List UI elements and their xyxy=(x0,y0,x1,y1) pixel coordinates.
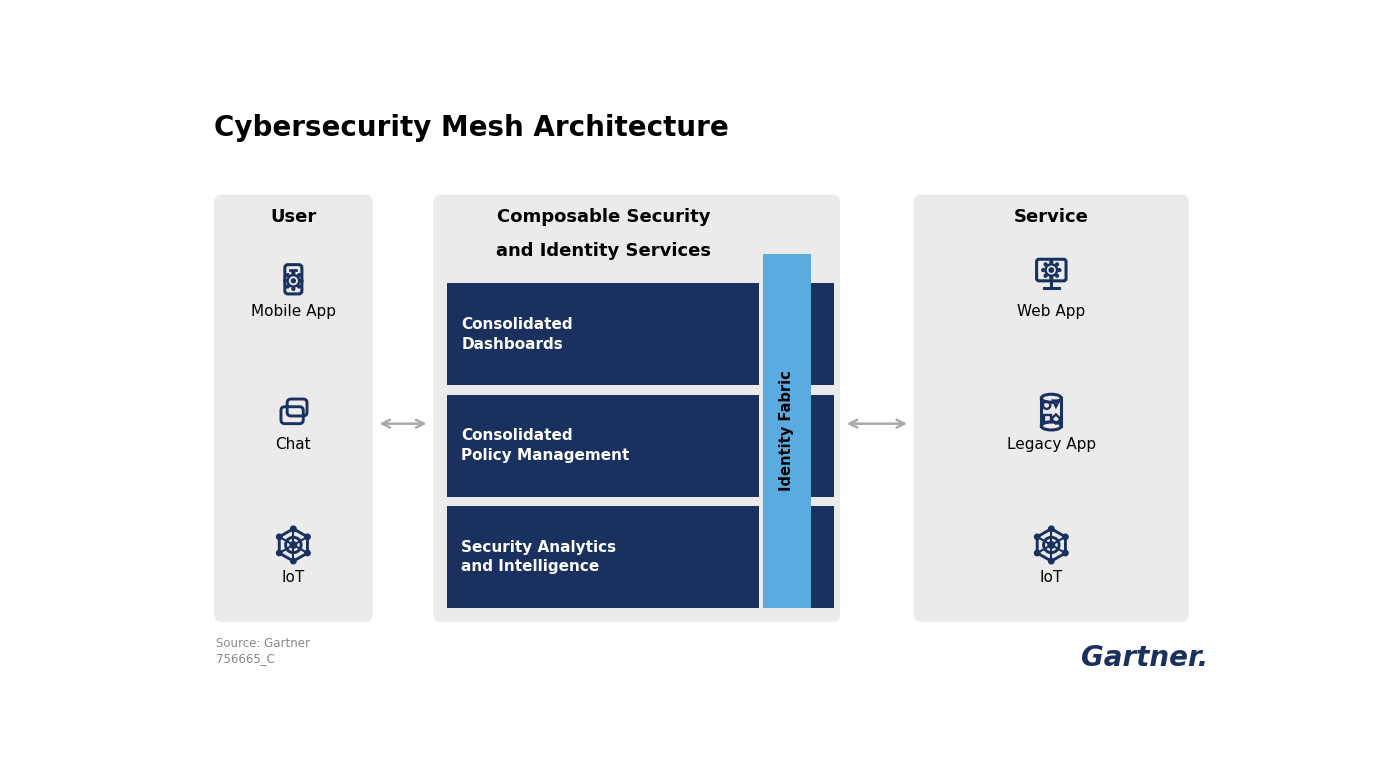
Circle shape xyxy=(1049,558,1054,564)
Circle shape xyxy=(292,287,294,291)
Circle shape xyxy=(286,273,289,276)
Text: IoT: IoT xyxy=(1040,569,1063,585)
Circle shape xyxy=(1045,263,1047,266)
Circle shape xyxy=(297,285,300,288)
Circle shape xyxy=(300,280,303,282)
Circle shape xyxy=(1049,268,1053,273)
Circle shape xyxy=(1035,551,1040,556)
Circle shape xyxy=(292,279,296,283)
Bar xyxy=(447,506,758,608)
Text: Consolidated
Dashboards: Consolidated Dashboards xyxy=(461,317,572,351)
Bar xyxy=(811,284,833,385)
Text: Cybersecurity Mesh Architecture: Cybersecurity Mesh Architecture xyxy=(214,114,729,141)
Circle shape xyxy=(1049,542,1054,548)
Text: Gartner.: Gartner. xyxy=(1081,644,1208,672)
Text: Mobile App: Mobile App xyxy=(251,304,336,319)
FancyBboxPatch shape xyxy=(914,194,1189,622)
Text: Chat: Chat xyxy=(275,437,311,451)
Circle shape xyxy=(290,558,296,564)
Circle shape xyxy=(286,285,289,288)
Circle shape xyxy=(1063,551,1068,556)
Bar xyxy=(763,254,811,608)
Circle shape xyxy=(1058,269,1061,272)
Text: Security Analytics
and Intelligence: Security Analytics and Intelligence xyxy=(461,540,617,574)
Circle shape xyxy=(290,542,297,548)
Circle shape xyxy=(1056,274,1058,277)
FancyBboxPatch shape xyxy=(214,194,372,622)
Circle shape xyxy=(292,271,294,274)
Circle shape xyxy=(1063,534,1068,540)
Text: Composable Security: Composable Security xyxy=(497,209,711,226)
Circle shape xyxy=(1056,263,1058,266)
Circle shape xyxy=(1035,534,1040,540)
Text: IoT: IoT xyxy=(282,569,306,585)
Bar xyxy=(811,506,833,608)
Circle shape xyxy=(276,534,282,540)
Text: and Identity Services: and Identity Services xyxy=(496,242,711,260)
Circle shape xyxy=(297,273,300,276)
Circle shape xyxy=(1049,526,1054,531)
Bar xyxy=(447,284,758,385)
Circle shape xyxy=(290,526,296,531)
Circle shape xyxy=(283,280,286,282)
Circle shape xyxy=(1042,269,1045,272)
Text: Identity Fabric: Identity Fabric xyxy=(779,371,795,491)
Circle shape xyxy=(1050,276,1053,280)
Text: Source: Gartner
756665_C: Source: Gartner 756665_C xyxy=(217,637,310,665)
Text: Service: Service xyxy=(1014,209,1089,226)
Bar xyxy=(1043,415,1050,422)
Circle shape xyxy=(276,551,282,556)
Circle shape xyxy=(1045,274,1047,277)
Text: Legacy App: Legacy App xyxy=(1007,437,1096,451)
Circle shape xyxy=(1050,261,1053,263)
Circle shape xyxy=(304,551,310,556)
Text: Consolidated
Policy Management: Consolidated Policy Management xyxy=(461,428,629,463)
FancyBboxPatch shape xyxy=(433,194,840,622)
Circle shape xyxy=(304,534,310,540)
Bar xyxy=(811,394,833,497)
Text: User: User xyxy=(271,209,317,226)
Text: Web App: Web App xyxy=(1017,304,1085,319)
Bar xyxy=(447,394,758,497)
